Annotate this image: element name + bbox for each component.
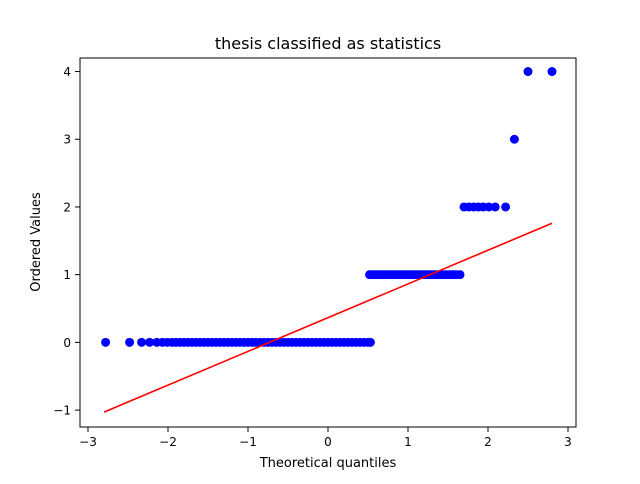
data-point: [484, 202, 494, 212]
data-point: [547, 67, 557, 77]
y-axis-ticks: −1 0 1 2 3 4: [53, 65, 80, 418]
data-point: [137, 337, 147, 347]
x-tick-label: −3: [79, 435, 97, 449]
y-tick-label: 0: [63, 336, 71, 350]
x-axis-label: Theoretical quantiles: [259, 456, 397, 471]
y-tick-label: 4: [63, 65, 71, 79]
data-point: [509, 134, 519, 144]
plot-area: [101, 67, 557, 413]
axes-frame: [79, 57, 577, 428]
data-point: [490, 202, 500, 212]
chart-title: thesis classified as statistics: [215, 34, 441, 53]
fit-line: [103, 222, 553, 413]
y-tick-label: 3: [63, 133, 71, 147]
y-tick-label: 2: [63, 200, 71, 214]
x-tick-label: 0: [324, 435, 332, 449]
data-point: [101, 337, 111, 347]
x-tick-label: 3: [564, 435, 572, 449]
data-point: [523, 67, 533, 77]
y-tick-label: 1: [63, 268, 71, 282]
data-point: [145, 337, 155, 347]
y-axis-label: Ordered Values: [29, 192, 44, 292]
y-tick-label: −1: [53, 404, 71, 418]
data-point: [125, 337, 135, 347]
data-point: [365, 337, 375, 347]
x-tick-label: 2: [484, 435, 492, 449]
x-tick-label: −1: [239, 435, 257, 449]
data-point: [455, 270, 465, 280]
x-tick-label: 1: [404, 435, 412, 449]
x-axis-ticks: −3 −2 −1 0 1 2 3: [79, 427, 572, 449]
x-tick-label: −2: [159, 435, 177, 449]
data-point: [501, 202, 511, 212]
